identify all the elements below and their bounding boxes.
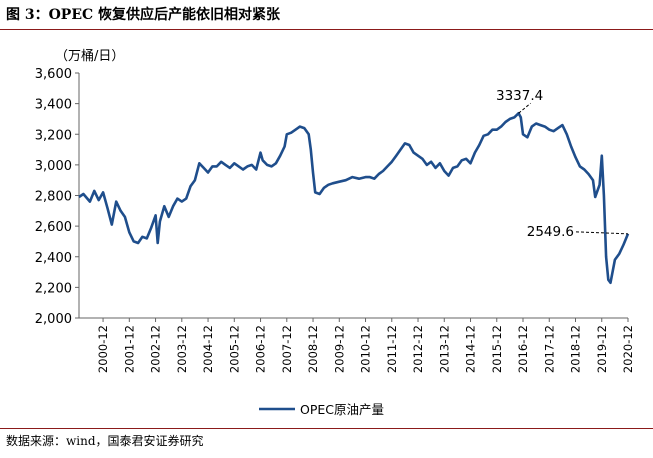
x-tick-label: 2015-12: [490, 325, 504, 373]
x-tick-label: 2000-12: [96, 325, 110, 373]
y-tick-label: 3,400: [35, 98, 72, 113]
x-tick-label: 2005-12: [227, 325, 241, 373]
x-tick-label: 2014-12: [464, 325, 478, 373]
x-tick-label: 2004-12: [201, 325, 215, 373]
x-tick-label: 2017-12: [542, 325, 556, 373]
legend: OPEC原油产量: [259, 402, 384, 417]
title-divider: [0, 29, 653, 30]
x-axis: 2000-12 2001-12 2002-12 2003-12 2004-12 2005-…: [79, 317, 635, 373]
x-tick-label: 2003-12: [175, 325, 189, 373]
chart-title: 图 3：OPEC 恢复供应后产能依旧相对紧张: [6, 7, 281, 23]
source-divider: [0, 428, 653, 429]
series-line-opec: [78, 111, 630, 285]
y-tick-label: 2,400: [35, 251, 72, 266]
y-axis: 2,000 2,200 2,400 2,600 2,800 3,000 3,200 3,400…: [35, 67, 80, 327]
source-note: 数据来源：wind，国泰君安证券研究: [6, 434, 204, 448]
y-tick-label: 2,000: [35, 312, 72, 327]
x-tick-label: 2016-12: [516, 325, 530, 373]
legend-label: OPEC原油产量: [300, 402, 384, 417]
x-tick-label: 2002-12: [149, 325, 163, 373]
peak-annotation: 3337.4: [496, 88, 543, 104]
x-tick-label: 2010-12: [359, 325, 373, 373]
y-tick-label: 2,200: [35, 281, 72, 296]
series-group: [78, 111, 630, 285]
x-tick-label: 2013-12: [437, 325, 451, 373]
x-tick-label: 2009-12: [332, 325, 346, 373]
y-tick-label: 3,000: [35, 159, 72, 174]
x-tick-label: 2018-12: [569, 325, 583, 373]
x-tick-label: 2008-12: [306, 325, 320, 373]
x-tick-label: 2011-12: [385, 325, 399, 373]
line-chart: （万桶/日） 2,000 2,200 2,400 2,600 2,800 3,000 3,2…: [35, 49, 635, 417]
y-tick-label: 3,200: [35, 128, 72, 143]
peak-leader-line: [518, 102, 531, 114]
y-tick-label: 3,600: [35, 67, 72, 82]
x-tick-label: 2001-12: [122, 325, 136, 373]
latest-annotation: 2549.6: [527, 224, 574, 240]
latest-leader-line: [575, 231, 629, 235]
y-axis-unit-label: （万桶/日）: [55, 49, 124, 64]
x-tick-label: 2012-12: [411, 325, 425, 373]
x-tick-label: 2006-12: [254, 325, 268, 373]
annotations: 3337.4 2549.6: [496, 88, 629, 240]
x-tick-label: 2020-12: [621, 325, 635, 373]
x-tick-label: 2019-12: [595, 325, 609, 373]
x-tick-label: 2007-12: [280, 325, 294, 373]
y-tick-label: 2,600: [35, 220, 72, 235]
y-tick-label: 2,800: [35, 190, 72, 205]
